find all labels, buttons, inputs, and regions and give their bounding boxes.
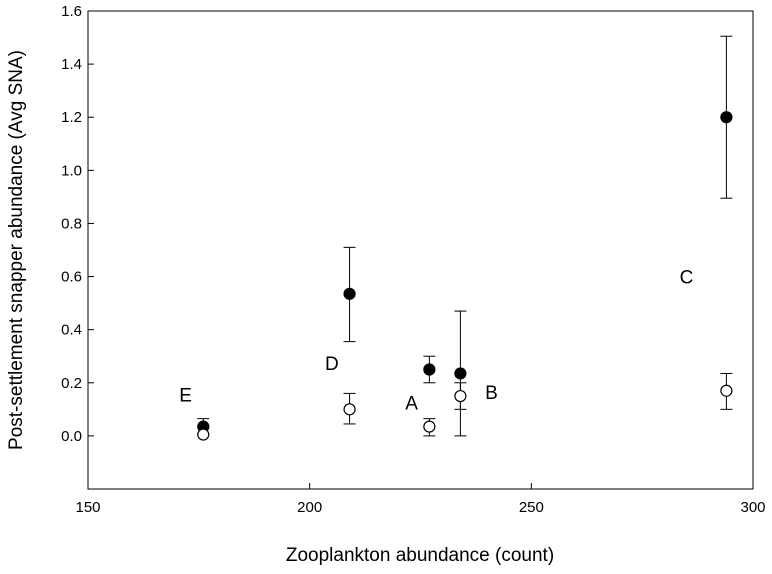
y-tick-label: 1.0 bbox=[61, 162, 82, 179]
filled-data-point bbox=[423, 363, 436, 376]
open-data-point bbox=[454, 389, 467, 403]
point-label-b: B bbox=[485, 383, 498, 404]
x-tick-label: 150 bbox=[75, 499, 100, 516]
filled-data-point bbox=[454, 367, 467, 380]
filled-data-point bbox=[720, 111, 733, 124]
open-data-point bbox=[343, 403, 356, 416]
point-label-e: E bbox=[179, 386, 192, 407]
y-tick-label: 1.6 bbox=[61, 3, 82, 20]
point-label-a: A bbox=[405, 394, 418, 415]
plot-frame bbox=[87, 10, 754, 490]
x-tick-label: 300 bbox=[740, 499, 765, 516]
open-data-point bbox=[423, 420, 436, 433]
point-label-c: C bbox=[680, 268, 694, 289]
axis-ticks: 150 200 250 300 0.0 0.2 0.4 0.6 0.8 1.0 1.2 1.4 1.6 bbox=[61, 3, 765, 516]
y-tick-label: 0.2 bbox=[61, 375, 82, 392]
y-tick-label: 0.8 bbox=[61, 215, 82, 232]
data-points bbox=[197, 111, 733, 441]
y-tick-label: 0.4 bbox=[61, 322, 82, 339]
x-tick-label: 200 bbox=[297, 499, 322, 516]
y-axis-title: Post-settlement snapper abundance (Avg S… bbox=[6, 50, 27, 450]
open-data-point bbox=[197, 428, 210, 441]
y-tick-label: 0.6 bbox=[61, 269, 82, 286]
x-axis-title: Zooplankton abundance (count) bbox=[286, 545, 554, 566]
y-tick-label: 0.0 bbox=[61, 428, 82, 445]
y-tick-label: 1.4 bbox=[61, 56, 82, 73]
x-tick-label: 250 bbox=[519, 499, 544, 516]
point-label-d: D bbox=[325, 354, 339, 375]
point-labels: E D A B C bbox=[179, 268, 693, 415]
y-tick-label: 1.2 bbox=[61, 109, 82, 126]
filled-data-point bbox=[343, 287, 356, 300]
open-data-point bbox=[720, 384, 733, 397]
